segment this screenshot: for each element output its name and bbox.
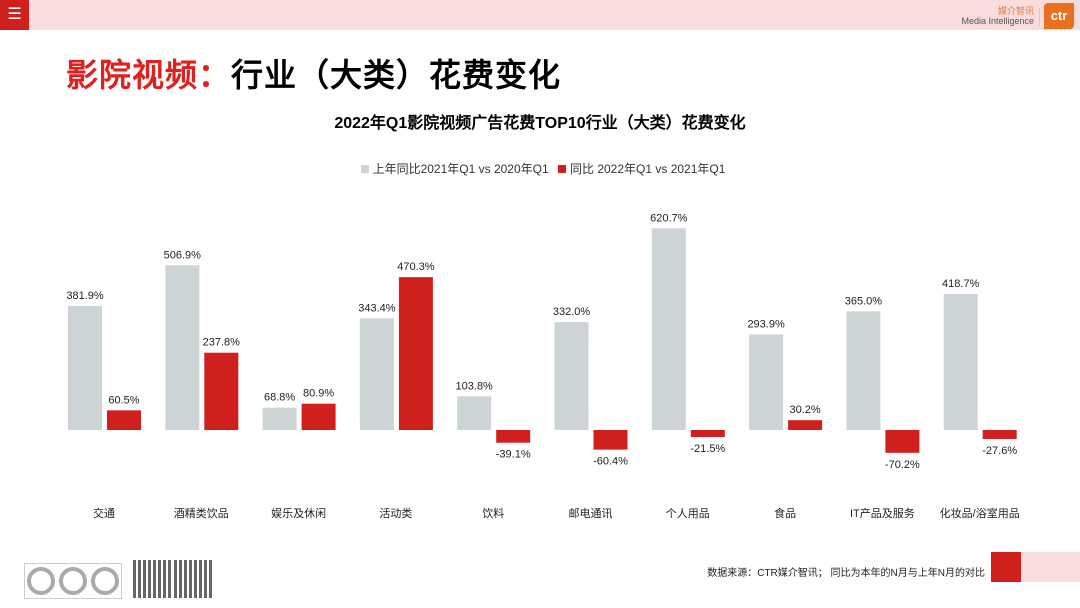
bar-prev [457, 396, 492, 430]
data-label: 103.8% [456, 380, 494, 392]
legend-label-prev: 上年同比2021年Q1 vs 2020年Q1 [372, 162, 549, 176]
page-title-red: 影院视频： [66, 57, 232, 93]
data-label: -27.6% [982, 445, 1017, 457]
category-label: 食品 [774, 506, 796, 520]
category-label: 化妆品/浴室用品 [940, 506, 1020, 520]
footer-red-block [991, 552, 1021, 582]
bar-prev [651, 228, 686, 430]
chart-legend: 上年同比2021年Q1 vs 2020年Q1 同比 2022年Q1 vs 202… [0, 160, 1080, 177]
brand-en: Media Intelligence [961, 16, 1034, 26]
ctr-logo: ctr [1044, 3, 1074, 29]
bar-curr [496, 430, 531, 443]
bar-curr [690, 430, 725, 437]
data-label: 506.9% [164, 249, 202, 261]
brand-text: 媒介智讯 Media Intelligence [961, 6, 1034, 26]
bar-curr [885, 430, 920, 453]
page-title-black: 行业（大类）花费变化 [231, 57, 562, 93]
bar-curr [788, 420, 823, 430]
data-label: -70.2% [885, 459, 920, 471]
category-label: 交通 [93, 506, 115, 520]
bar-curr [982, 430, 1017, 439]
bar-prev [165, 265, 200, 430]
data-label: 60.5% [108, 394, 139, 406]
data-label: 470.3% [397, 261, 435, 273]
bar-chart: 381.9% 60.5% 交通 506.9% 237.8% 酒精类饮品 68.8% 80.9%… [66, 212, 1020, 520]
bar-prev [262, 407, 297, 430]
qr-code-icon [133, 560, 171, 598]
brand-cn: 媒介智讯 [997, 6, 1034, 16]
data-label: 68.8% [264, 392, 295, 404]
data-label: -21.5% [690, 443, 725, 455]
data-source-note: 数据来源：CTR媒介智讯； 同比为本年的N月与上年N月的对比 [707, 568, 985, 579]
top-bar [0, 0, 1080, 30]
bar-curr [107, 410, 141, 430]
bar-curr [593, 430, 628, 450]
bar-prev [846, 311, 881, 430]
bar-prev [359, 318, 394, 430]
category-label: 饮料 [482, 506, 504, 520]
data-label: 293.9% [747, 318, 785, 330]
bar-prev [749, 334, 784, 430]
menu-button[interactable]: ☰ [0, 0, 29, 30]
chart-title: 2022年Q1影院视频广告花费TOP10行业（大类）花费变化 [334, 115, 746, 132]
page-title: 影院视频：行业（大类）花费变化 [66, 50, 561, 96]
bar-curr [398, 277, 433, 430]
data-label: 620.7% [650, 212, 688, 224]
bar-curr [301, 403, 336, 430]
data-label: -39.1% [496, 449, 531, 461]
category-label: IT产品及服务 [850, 506, 915, 520]
data-label: 237.8% [203, 337, 241, 349]
legend-swatch-curr [558, 165, 566, 173]
qr-code-icon [174, 560, 212, 598]
legend-swatch-prev [360, 165, 369, 173]
data-label: 418.7% [942, 278, 980, 290]
legend-label-curr: 同比 2022年Q1 vs 2021年Q1 [570, 162, 726, 176]
category-label: 娱乐及休闲 [271, 506, 326, 520]
data-label: 80.9% [303, 388, 334, 400]
bar-prev [554, 322, 589, 430]
divider [1039, 8, 1040, 26]
category-label: 活动类 [379, 506, 412, 520]
category-label: 个人用品 [666, 507, 710, 520]
bar-curr [204, 352, 239, 430]
data-label: -60.4% [593, 456, 628, 468]
data-label: 30.2% [789, 404, 820, 416]
category-label: 邮电通讯 [569, 507, 613, 520]
data-label: 381.9% [66, 290, 104, 302]
bar-prev [68, 305, 102, 430]
category-label: 酒精类饮品 [174, 506, 229, 520]
sgs-certification-badges [24, 563, 122, 599]
data-label: 332.0% [553, 306, 591, 318]
footer-pink-block [1021, 552, 1080, 582]
bar-prev [943, 293, 978, 430]
data-label: 365.0% [845, 295, 883, 307]
data-label: 343.4% [358, 302, 396, 314]
